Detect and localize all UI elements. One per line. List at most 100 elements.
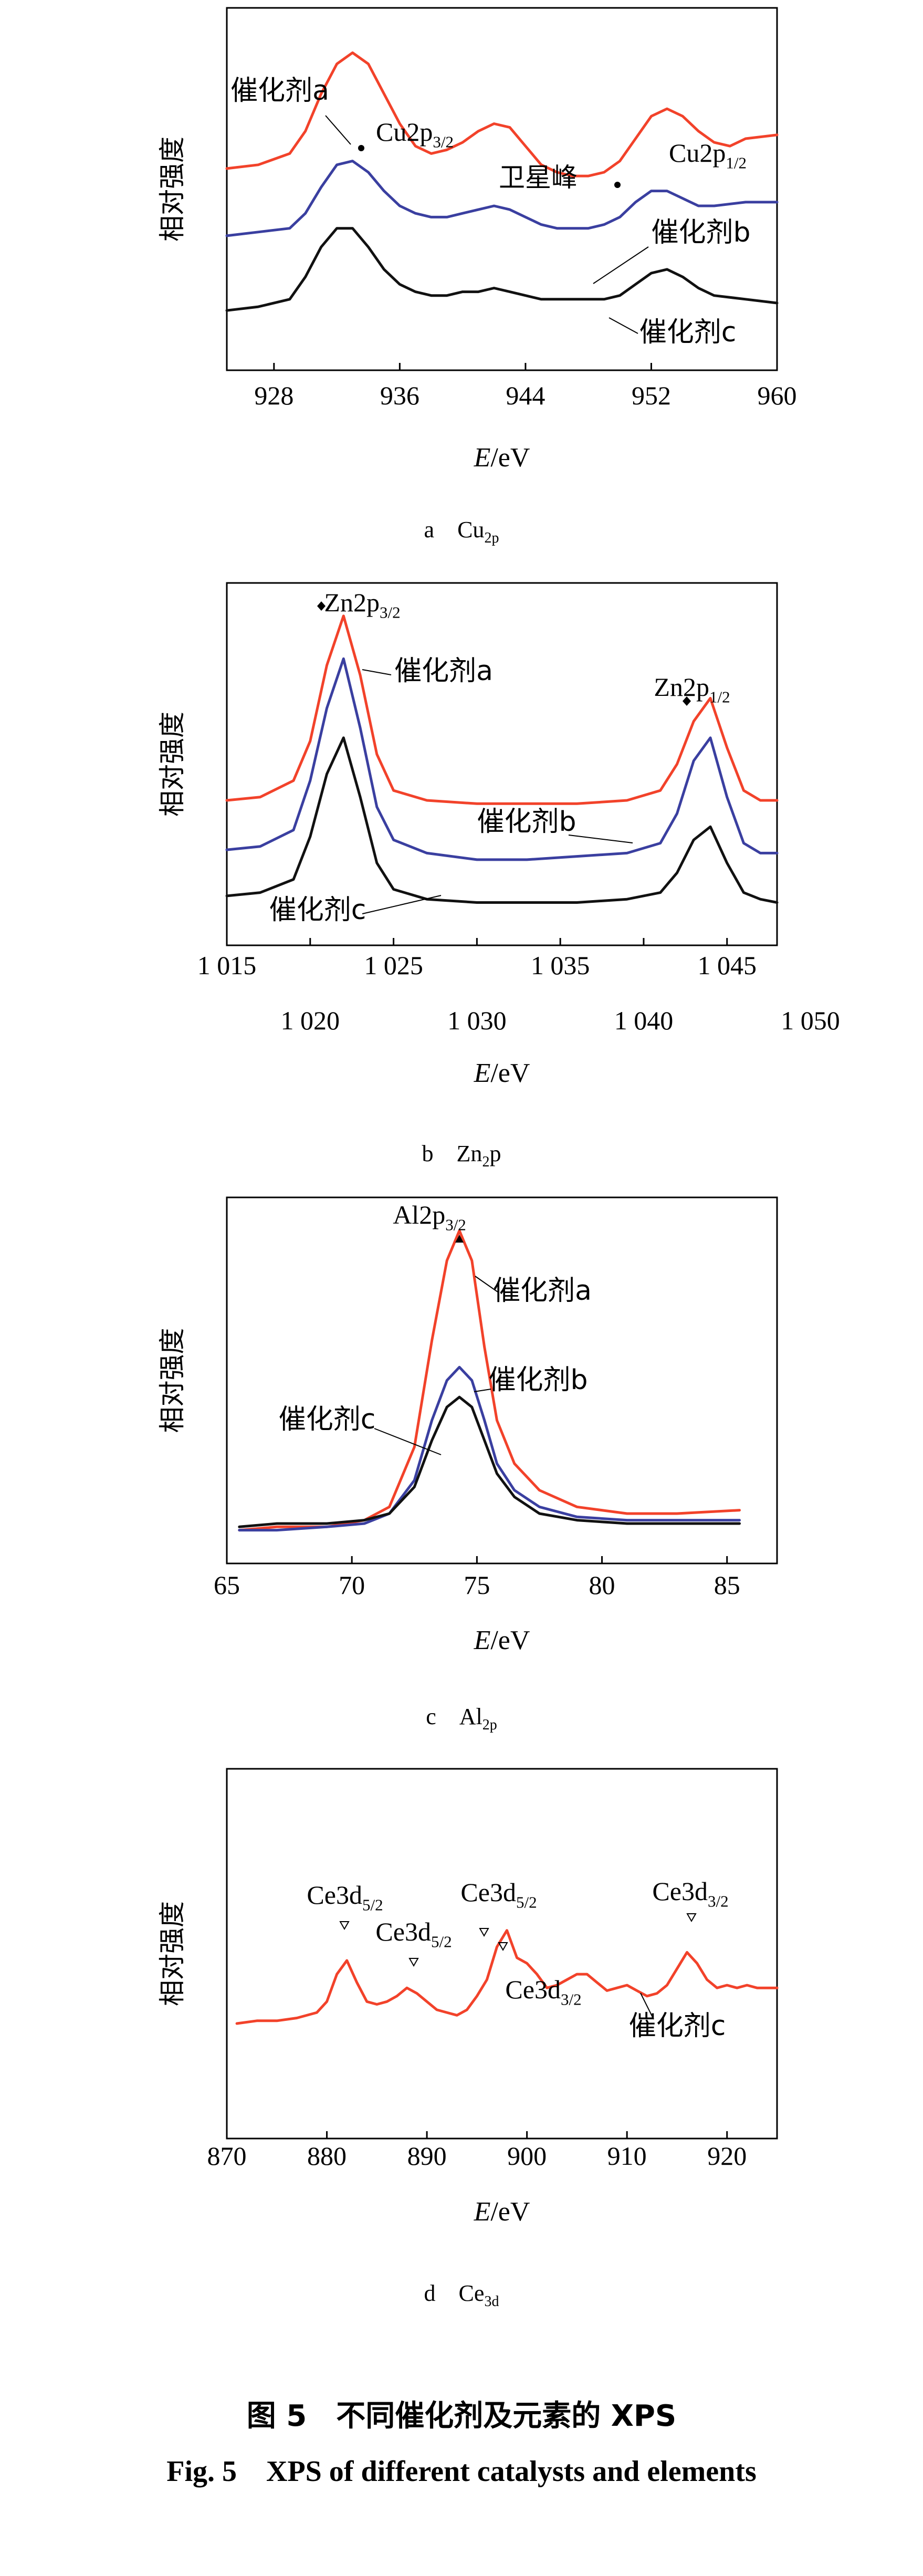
x-axis-label: E/eV [474,443,530,473]
x-tick-label: 900 [507,2141,547,2171]
leader-line [362,895,442,914]
caption-a: a Cu2p [0,510,923,547]
plot-frame [226,7,778,371]
annotation-label-sub: 5/2 [516,1893,537,1912]
leader-line [568,835,633,843]
y-axis-label: 相对强度 [157,712,187,817]
x-tick-label: 85 [714,1570,740,1600]
annotation-label-main: Ce3d [652,1876,708,1906]
x-tick-label: 1 020 [281,1006,340,1035]
peak-marker [479,1928,489,1937]
x-axis-label-var: E [474,443,491,473]
x-axis-label-unit: /eV [490,2197,530,2227]
xps-chart-al2p: 65 70 75 80 85 E/eV 相对强度 催化剂a 催化剂b 催化剂c Al2p3/2 [157,1196,778,1655]
series-line [225,657,779,861]
figure-caption-cn-text: 不同催化剂及元素的 XPS [336,2399,677,2433]
series-line [238,1395,741,1528]
annotation-label-sub: 1/2 [709,688,730,706]
annotation-label-sub: 5/2 [362,1896,383,1914]
annotation-label-sub: 3/2 [445,1216,466,1234]
leader-line [474,1389,491,1392]
peak-marker [317,601,326,611]
x-tick-label: 944 [506,381,545,410]
peak-marker [339,1921,350,1931]
caption-c: c Al2p [0,1697,923,1734]
figure-caption-cn-number: 图 5 [246,2399,307,2433]
x-axis-label-var: E [474,2197,491,2227]
plot-frame [226,1196,778,1565]
series-line [225,614,779,805]
series-line [225,160,779,237]
annotation-label: 卫星峰 [499,162,578,193]
x-axis-label: E/eV [474,1058,530,1088]
annotation-label-main: Ce3d [505,1975,561,2004]
x-tick-label: 1 040 [614,1006,674,1035]
caption-c-sub: 2p [482,1716,497,1733]
annotation-label-main: Ce3d [460,1878,516,1907]
x-tick-label: 1 025 [364,951,423,980]
series-label: 催化剂b [651,217,750,248]
x-tick-label: 65 [214,1570,240,1600]
caption-b: b Zn2p [0,1134,923,1171]
x-tick-label: 1 015 [197,951,257,980]
x-tick-label: 910 [607,2141,647,2171]
x-axis-label: E/eV [474,1625,530,1655]
x-axis-label: E/eV [474,2197,530,2227]
leader-line [593,246,649,284]
caption-d-sub: 3d [484,2293,499,2310]
series-line [235,1929,779,2025]
x-tick-label: 870 [207,2141,247,2171]
plot-frame [226,1768,778,2140]
annotation-label-main: Zn2p [654,672,709,702]
annotation-label: Ce3d5/2 [460,1878,537,1912]
peak-marker [686,1913,697,1923]
annotation-label-sub: 5/2 [431,1933,452,1951]
series-label: 催化剂c [639,317,737,348]
peak-marker [358,145,364,151]
x-tick-label: 80 [589,1570,615,1600]
x-tick-label: 920 [707,2141,747,2171]
caption-d: d Ce3d [0,2274,923,2310]
caption-d-main: d Ce [424,2280,485,2306]
leader-line [640,1993,654,2020]
x-tick-label: 890 [407,2141,447,2171]
annotation-label: Zn2p1/2 [654,672,730,706]
leader-line [374,1428,442,1455]
annotation-label-main: Cu2p [376,117,433,147]
y-axis-label: 相对强度 [157,1901,187,2006]
annotation-label: Ce3d3/2 [505,1975,581,2009]
series-line [238,1365,741,1532]
x-axis-label-unit: /eV [490,1058,530,1088]
series-line [225,51,779,178]
series-label: 催化剂a [493,1275,592,1307]
annotation-label-main: Zn2p [324,588,380,617]
annotation-label-sub: 3/2 [708,1892,729,1911]
x-tick-label: 880 [307,2141,347,2171]
x-axis-label-var: E [474,1625,491,1655]
series-label: 催化剂c [629,2010,726,2042]
annotation-label-sub: 1/2 [726,154,747,172]
annotation-label: Cu2p3/2 [376,117,454,151]
figure-caption-cn: 图 5 不同催化剂及元素的 XPS [0,2392,923,2435]
x-axis-label-var: E [474,1058,491,1088]
series-label: 催化剂b [477,806,576,838]
xps-chart-zn2p: 1 015 1 025 1 035 1 045 1 020 1 030 1 040 1 050… [157,582,840,1088]
x-tick-label: 1 045 [697,951,757,980]
x-tick-label: 1 050 [781,1006,840,1035]
x-tick-label: 1 030 [447,1006,507,1035]
annotation-label-main: Cu2p [669,138,726,168]
series-label: 催化剂c [269,894,366,926]
series-label: 催化剂c [279,1404,376,1435]
plot-frame [226,582,778,946]
leader-line [362,669,392,675]
annotation-label-main: Ce3d [307,1880,362,1910]
xps-chart-cu2p: 928 936 944 952 960E/eV相对强度催化剂a催化剂b催化剂cCu2p3… [157,7,797,473]
y-axis-label: 相对强度 [157,137,187,242]
caption-c-main: c Al [426,1704,483,1729]
annotation-label: Ce3d5/2 [375,1917,452,1951]
annotation-label: Cu2p1/2 [669,138,747,172]
series-line [225,736,779,904]
annotation-label: Ce3d5/2 [307,1880,383,1914]
peak-marker [455,1235,464,1243]
series-line [225,227,779,312]
